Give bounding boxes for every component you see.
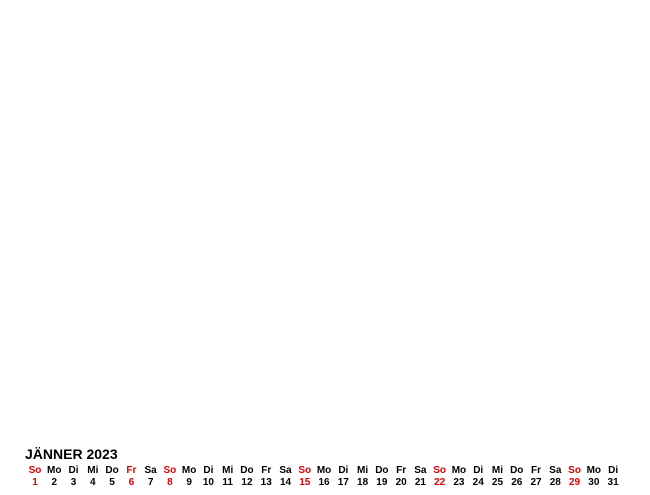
- weekday-label: Di: [473, 465, 484, 476]
- day-number: 18: [357, 477, 369, 488]
- weekday-label: So: [568, 465, 581, 476]
- day-number: 12: [241, 477, 253, 488]
- day-cell: Di 31: [604, 465, 623, 489]
- day-number: 15: [299, 477, 311, 488]
- weekday-label: Do: [375, 465, 389, 476]
- day-number: 29: [568, 477, 581, 488]
- day-number: 11: [222, 477, 233, 488]
- day-number: 2: [51, 477, 58, 488]
- day-number: 27: [530, 477, 542, 488]
- day-cell: Mo 16: [315, 465, 334, 489]
- weekday-label: Di: [203, 465, 214, 476]
- day-cell: Do 5: [103, 465, 122, 489]
- day-number: 22: [434, 477, 446, 488]
- day-number: 6: [128, 477, 135, 488]
- day-cell: Do 26: [507, 465, 526, 489]
- day-cell: Fr 27: [527, 465, 546, 489]
- day-cell: So 22: [430, 465, 449, 489]
- day-cell: Di 17: [334, 465, 353, 489]
- weekday-label: Di: [68, 465, 79, 476]
- month-title: JÄNNER 2023: [25, 446, 118, 462]
- day-cell: So 15: [295, 465, 314, 489]
- weekday-label: Sa: [549, 465, 562, 476]
- day-number: 31: [607, 477, 619, 488]
- day-cell: Mi 18: [353, 465, 372, 489]
- weekday-label: Fr: [126, 465, 137, 476]
- weekday-label: Sa: [144, 465, 157, 476]
- day-number: 17: [337, 477, 349, 488]
- weekday-label: Mo: [451, 465, 467, 476]
- day-cell: Sa 14: [276, 465, 295, 489]
- day-cell: Sa 7: [141, 465, 160, 489]
- day-number: 14: [279, 477, 292, 488]
- weekday-label: Di: [338, 465, 349, 476]
- day-number: 7: [147, 477, 154, 488]
- day-cell: Mo 23: [449, 465, 468, 489]
- weekday-label: Do: [240, 465, 254, 476]
- weekday-label: Mo: [181, 465, 197, 476]
- day-cell: Mo 2: [45, 465, 64, 489]
- day-number: 4: [90, 477, 96, 488]
- day-cell: So 8: [160, 465, 179, 489]
- weekday-label: Mo: [316, 465, 332, 476]
- day-cell: Mi 11: [218, 465, 237, 489]
- day-cell: Mo 30: [584, 465, 603, 489]
- day-number: 3: [70, 477, 77, 488]
- day-cell: Mi 25: [488, 465, 507, 489]
- weekday-label: So: [298, 465, 312, 476]
- day-number: 13: [260, 477, 272, 488]
- day-number: 5: [109, 477, 115, 488]
- weekday-label: Mi: [87, 465, 99, 476]
- day-cell: Sa 21: [411, 465, 430, 489]
- day-number: 20: [395, 477, 407, 488]
- day-number: 28: [549, 477, 561, 488]
- day-number: 1: [32, 477, 38, 488]
- weekday-label: Do: [105, 465, 119, 476]
- day-number: 24: [472, 477, 484, 488]
- day-number: 25: [491, 477, 504, 488]
- weekday-label: Mo: [586, 465, 602, 476]
- day-number: 9: [186, 477, 192, 488]
- weekday-label: Fr: [531, 465, 542, 476]
- day-number: 21: [414, 477, 426, 488]
- day-number: 10: [202, 477, 214, 488]
- weekday-label: So: [28, 465, 42, 476]
- day-number: 30: [588, 477, 600, 488]
- weekday-label: Mi: [491, 465, 504, 476]
- weekday-label: Fr: [396, 465, 407, 476]
- day-cell: Mi 4: [83, 465, 102, 489]
- day-number: 26: [511, 477, 523, 488]
- day-cell: Fr 13: [257, 465, 276, 489]
- day-cell: Di 3: [64, 465, 83, 489]
- day-cell: Di 10: [199, 465, 218, 489]
- weekday-label: Mi: [357, 465, 369, 476]
- weekday-label: Sa: [414, 465, 427, 476]
- day-cell: Sa 28: [546, 465, 565, 489]
- day-cell: Fr 20: [392, 465, 411, 489]
- day-cell: Do 12: [237, 465, 256, 489]
- day-cell: Di 24: [469, 465, 488, 489]
- day-cell: So 1: [26, 465, 45, 489]
- day-number: 8: [167, 477, 173, 488]
- weekday-label: Mo: [47, 465, 62, 476]
- day-number: 16: [318, 477, 330, 488]
- day-cell: So 29: [565, 465, 584, 489]
- day-cell: Mo 9: [180, 465, 199, 489]
- weekday-label: Fr: [261, 465, 272, 476]
- day-number: 23: [453, 477, 465, 488]
- weekday-label: Di: [608, 465, 619, 476]
- weekday-label: So: [433, 465, 447, 476]
- weekday-label: Do: [510, 465, 524, 476]
- day-cell: Do 19: [372, 465, 391, 489]
- day-cell: Fr 6: [122, 465, 141, 489]
- weekday-label: So: [163, 465, 177, 476]
- weekday-label: Sa: [279, 465, 292, 476]
- weekday-label: Mi: [222, 465, 234, 476]
- day-number: 19: [376, 477, 388, 488]
